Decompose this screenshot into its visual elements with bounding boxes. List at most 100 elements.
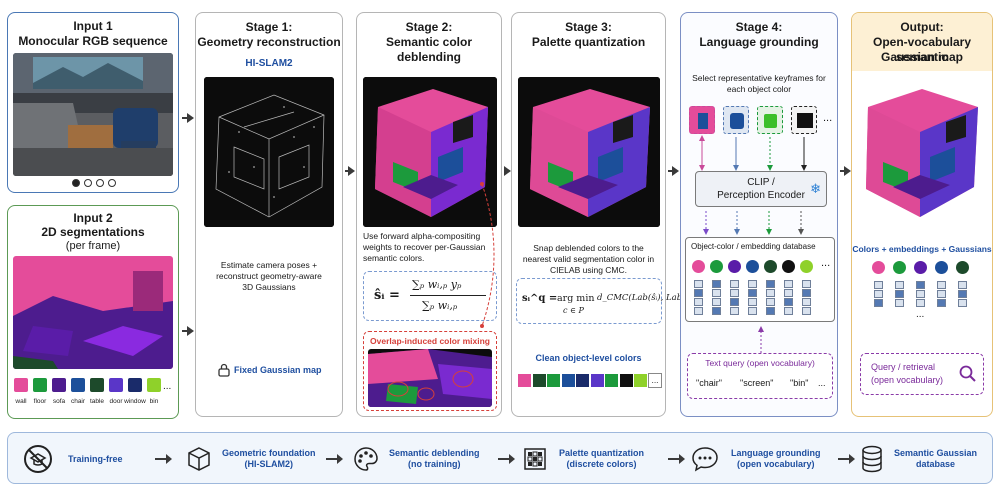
q-equation-op: arg min [557, 293, 595, 304]
query-screen[interactable]: "screen" [740, 378, 774, 388]
grid-icon [523, 447, 547, 471]
keyframe-wall [689, 106, 715, 134]
stage3-panel: Stage 3: Palette quantization Snap deble… [511, 12, 697, 417]
query-chair[interactable]: "chair" [696, 378, 722, 388]
stage1-arrow [345, 166, 355, 176]
palette-swatch [589, 373, 605, 388]
summary-bar: Training-free Geometric foundation (HI-S… [7, 432, 993, 484]
db-color-dot [710, 260, 723, 273]
stage4-subtitle: Language grounding [699, 35, 819, 49]
legend-label-sofa: sofa [52, 398, 66, 405]
output-subtitle: Open-vocabulary semantic [872, 35, 972, 64]
input2-panel: Input 2 2D segmentations (per frame) wal… [7, 205, 179, 419]
palette-more: ... [648, 373, 662, 388]
input2-subtitle: 2D segmentations [41, 225, 145, 239]
color-mixing-box: Overlap-induced color mixing [363, 331, 497, 411]
legend-label-door: door [109, 398, 123, 405]
palette-swatch [575, 373, 590, 388]
retrieval-box[interactable]: Query / retrieval (open vocabulary) [860, 353, 984, 395]
search-icon[interactable] [959, 365, 977, 388]
input2-title: Input 2 [73, 211, 113, 225]
legend-swatch-window [128, 378, 142, 392]
output-panel: Output: Open-vocabulary semantic Gaussia… [851, 12, 993, 417]
summary-deblending-label: Semantic deblending [389, 448, 480, 458]
db-embedding-vector [730, 280, 739, 316]
output-embedding-vector [937, 281, 946, 308]
mixing-connector [480, 182, 495, 328]
keyframe-bin [757, 106, 783, 134]
carousel-dot-2[interactable] [84, 179, 92, 187]
encoder-label-1: CLIP / [747, 177, 775, 188]
q-equation-sub: c ∈ P [563, 306, 584, 315]
db-color-dot [800, 260, 813, 273]
query-arrow [758, 326, 764, 353]
output-embedding-vector [916, 281, 925, 308]
summary-training-free-label: Training-free [68, 453, 123, 464]
summary-language: Language grounding (open vocabulary) [691, 433, 841, 485]
db-color-dot [728, 260, 741, 273]
summary-database-label: Semantic Gaussian [894, 448, 978, 458]
keyframe-arrows [699, 135, 807, 171]
stage1-title: Stage 1: [245, 20, 293, 34]
color-mixing-image [368, 349, 492, 407]
stage3-arrow [668, 166, 679, 176]
legend-swatch-table [90, 378, 104, 392]
carousel-dot-4[interactable] [108, 179, 116, 187]
legend-label-table: table [89, 398, 105, 405]
text-query-box[interactable]: Text query (open vocabulary) "chair" "sc… [687, 353, 833, 399]
stage2-panel: Stage 2: Semantic color deblending Use f… [356, 12, 502, 417]
semantic-gaussian-map [858, 77, 986, 227]
summary-language-sublabel: (open vocabulary) [736, 459, 815, 469]
legend-swatch-door [109, 378, 123, 392]
summary-geometric-label: Geometric foundation [222, 448, 316, 458]
summary-palette-label: Palette quantization [559, 448, 645, 458]
db-more: ... [821, 257, 831, 269]
segmentation-image [13, 256, 173, 369]
carousel-dot-1[interactable] [72, 179, 80, 187]
output-more: ... [916, 309, 925, 320]
input1-panel: Input 1 Monocular RGB sequence [7, 12, 179, 193]
db-color-dot [746, 260, 759, 273]
legend-swatch-floor [33, 378, 47, 392]
carousel-dot-3[interactable] [96, 179, 104, 187]
summary-deblending: Semantic deblending (no training) [353, 433, 493, 485]
palette-label: Clean object-level colors [535, 353, 642, 363]
output-color-dot [914, 261, 927, 274]
output-caption: Colors + embeddings + Gaussians [852, 244, 992, 254]
output-color-dot [935, 261, 948, 274]
summary-geometric: Geometric foundation (HI-SLAM2) [186, 433, 326, 485]
legend-swatch-sofa [52, 378, 66, 392]
legend-label-bin: bin [149, 398, 159, 405]
palette-icon [353, 446, 379, 472]
stage4-title: Stage 4: [735, 20, 783, 34]
db-embedding-vector [748, 280, 757, 316]
legend-swatch-wall [14, 378, 28, 392]
input1-subtitle: Monocular RGB sequence [18, 34, 168, 48]
speech-bubble-icon [691, 446, 719, 472]
summary-arrow-3 [498, 454, 515, 464]
stage2-description: Use forward alpha-compositing weights to… [363, 231, 486, 263]
stage2-arrow [504, 166, 511, 176]
output-color-dot [893, 261, 906, 274]
keyframe-chair [723, 106, 749, 134]
legend-swatch-chair [71, 378, 85, 392]
legend-label-floor: floor [33, 398, 47, 405]
stage2-title: Stage 2: [405, 20, 453, 34]
summary-language-label: Language grounding [731, 448, 821, 458]
equation-denominator: ∑ₚ wᵢ,ₚ [422, 299, 458, 312]
retrieval-label-1: Query / retrieval [871, 362, 936, 372]
stage1-subtitle: Geometry reconstruction [197, 35, 341, 49]
output-subtitle-2: Gaussian map [880, 50, 964, 64]
palette-swatch [633, 373, 648, 388]
output-embedding-vector [958, 281, 967, 308]
db-embedding-vector [784, 280, 793, 316]
query-bin[interactable]: "bin" [790, 378, 809, 388]
db-embedding-vector [802, 280, 811, 316]
retrieval-label-2: (open vocabulary) [871, 375, 944, 385]
embedding-database: Object-color / embedding database ... [685, 237, 835, 322]
output-title: Output: [900, 20, 944, 34]
quantization-equation: sᵢ^q = arg min c ∈ P d_CMC(Lab(ŝᵢ), Lab(… [516, 278, 697, 324]
db-color-dot [764, 260, 777, 273]
stage1-method: HI-SLAM2 [245, 58, 293, 69]
legend-label-window: window [124, 398, 146, 405]
